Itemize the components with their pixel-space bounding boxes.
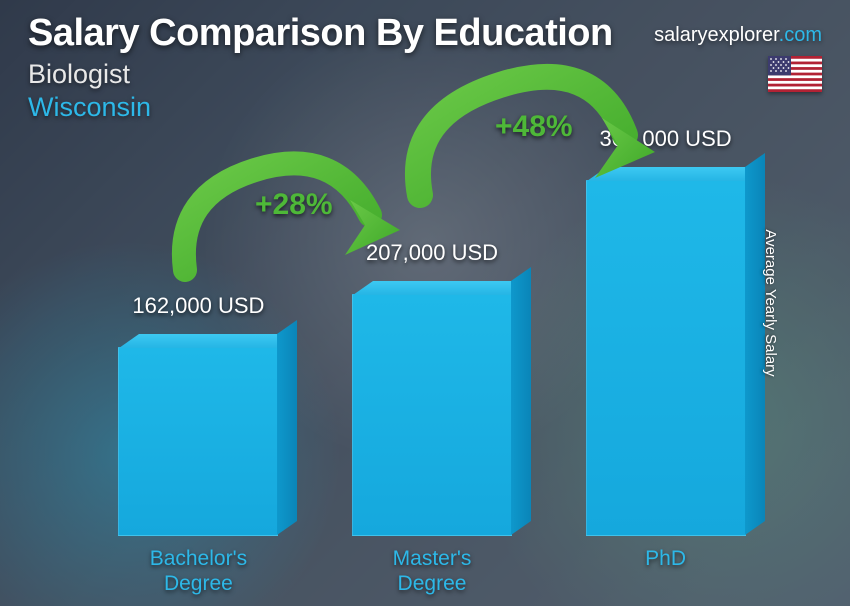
bar: [352, 294, 512, 536]
bar-category-label: PhD: [566, 546, 766, 571]
bar-category-label: Bachelor'sDegree: [98, 546, 298, 596]
bar: [118, 347, 278, 536]
chart-location: Wisconsin: [28, 92, 822, 123]
brand-name: salaryexplorer: [654, 24, 779, 46]
bar-top-face: [119, 334, 297, 348]
y-axis-label: Average Yearly Salary: [762, 229, 779, 376]
percent-increase-1: +28%: [255, 188, 333, 222]
us-flag-icon: [768, 56, 822, 92]
brand-logo: salaryexplorer.com: [654, 24, 822, 47]
bar: [586, 180, 746, 536]
brand-suffix: .com: [779, 24, 822, 46]
bar-value-label: 162,000 USD: [98, 293, 298, 319]
bar-side-face: [277, 320, 297, 535]
bar-category-label: Master'sDegree: [332, 546, 532, 596]
bar-side-face: [511, 267, 531, 535]
chart-subtitle: Biologist: [28, 59, 822, 90]
